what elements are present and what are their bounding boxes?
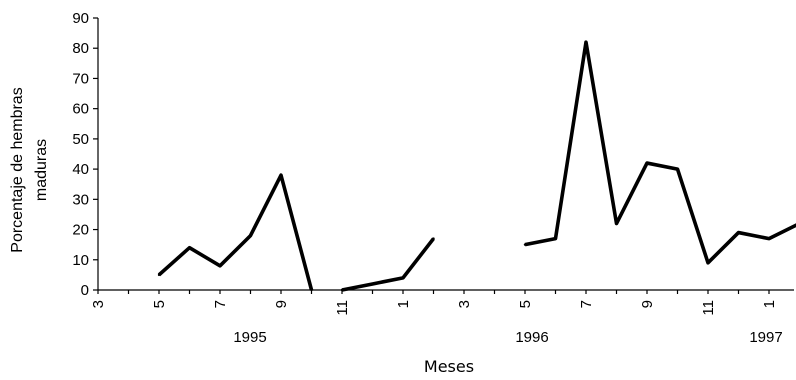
x-axis-title: Meses — [424, 357, 474, 376]
data-point — [646, 162, 648, 164]
y-tick-label: 40 — [72, 161, 89, 178]
data-point — [371, 283, 373, 285]
series-line-segment — [342, 239, 434, 290]
y-tick-label: 10 — [72, 252, 89, 269]
data-point — [524, 243, 526, 245]
y-tick-label: 70 — [72, 70, 89, 87]
series-lines — [158, 41, 796, 291]
data-point — [249, 234, 251, 236]
x-tick-label: 9 — [273, 300, 290, 308]
data-point — [158, 274, 160, 276]
x-axis-ticks: 357911135791113 — [90, 290, 796, 316]
y-axis-title: Porcentaje de hembras maduras — [9, 87, 50, 252]
y-axis-title-line: maduras — [33, 139, 50, 201]
y-tick-label: 90 — [72, 10, 89, 27]
data-point — [188, 246, 190, 248]
y-tick-label: 60 — [72, 101, 89, 118]
data-point — [615, 222, 617, 224]
series-line-segment — [525, 42, 796, 263]
year-labels: 1995 1996 1997 — [233, 329, 782, 346]
y-tick-label: 50 — [72, 131, 89, 148]
y-tick-label: 30 — [72, 191, 89, 208]
data-point — [341, 289, 343, 291]
data-point — [280, 174, 282, 176]
data-point — [402, 277, 404, 279]
x-tick-label: 11 — [700, 300, 717, 316]
data-point — [310, 289, 312, 291]
y-axis-title-line: Porcentaje de hembras — [9, 87, 26, 252]
y-tick-label: 20 — [72, 222, 89, 239]
data-point — [432, 237, 434, 239]
y-tick-label: 80 — [72, 40, 89, 57]
x-tick-label: 5 — [151, 300, 168, 308]
data-point — [707, 262, 709, 264]
data-point — [554, 237, 556, 239]
x-tick-label: 5 — [517, 300, 534, 308]
x-tick-label: 3 — [90, 300, 107, 308]
year-label: 1997 — [749, 329, 782, 346]
data-point — [219, 265, 221, 267]
year-label: 1996 — [515, 329, 548, 346]
x-tick-label: 11 — [334, 300, 351, 316]
year-label: 1995 — [233, 329, 266, 346]
y-axis-ticks: 0 10 20 30 40 50 60 70 80 90 — [72, 10, 98, 299]
series-line-segment — [159, 175, 312, 290]
data-point — [585, 41, 587, 43]
data-point — [737, 231, 739, 233]
y-tick-label: 0 — [81, 282, 89, 299]
x-tick-label: 1 — [761, 300, 778, 308]
x-tick-label: 9 — [639, 300, 656, 308]
data-point — [768, 237, 770, 239]
data-point — [676, 168, 678, 170]
x-tick-label: 1 — [395, 300, 412, 308]
x-tick-label: 3 — [456, 300, 473, 308]
x-tick-label: 7 — [212, 300, 229, 308]
x-tick-label: 7 — [578, 300, 595, 308]
